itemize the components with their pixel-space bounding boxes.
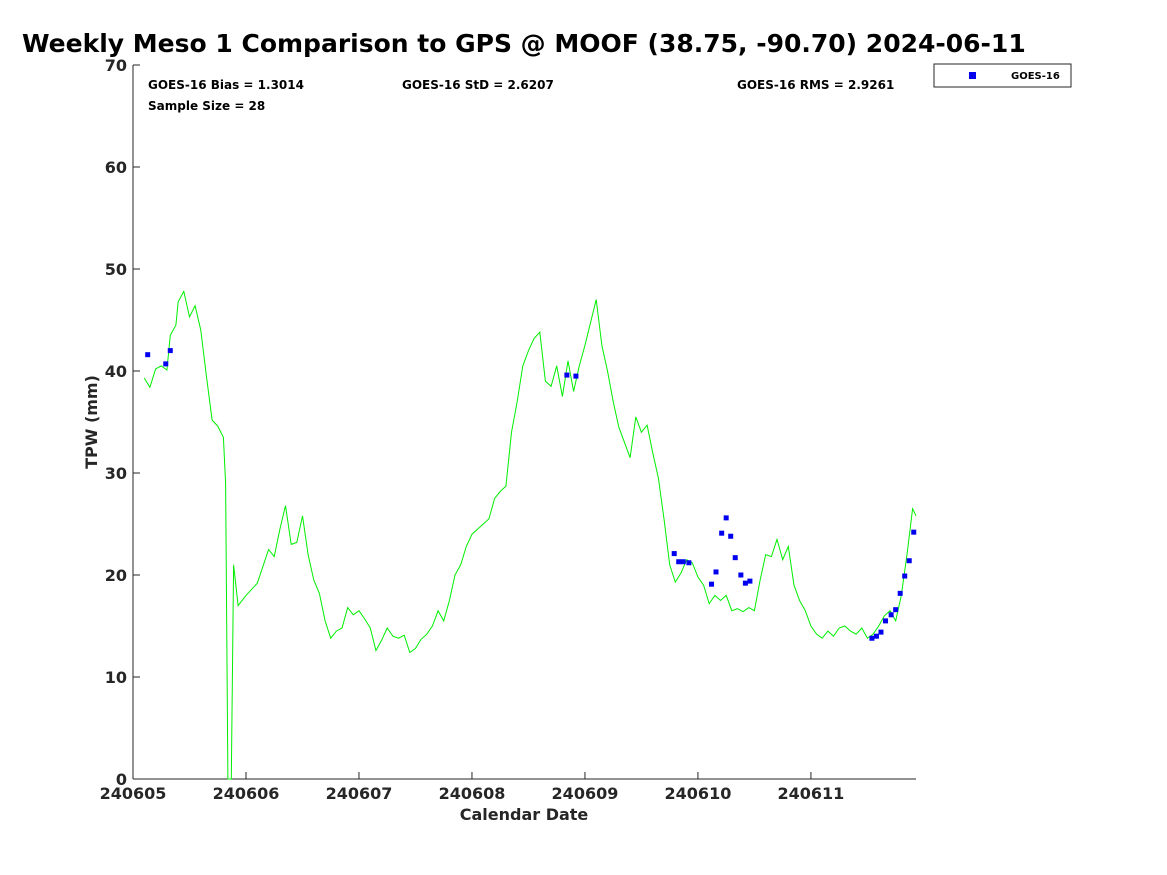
goes-16-point [167,348,173,354]
goes-16-series [145,348,917,641]
sample-size-annotation: Sample Size = 28 [148,99,265,113]
y-tick-label: 40 [105,362,127,381]
goes-16-point [708,581,714,587]
legend-box [933,63,1072,88]
bias-annotation: GOES-16 Bias = 1.3014 [148,78,304,92]
goes-16-point [713,569,719,575]
y-tick-label: 20 [105,566,127,585]
goes-16-point [897,590,903,596]
goes-16-point [893,607,899,613]
goes-16-point [686,560,692,566]
y-tick-label: 10 [105,668,127,687]
legend-marker [969,72,976,79]
x-tick-label: 240609 [552,784,619,803]
goes-16-point [873,633,879,639]
x-axis-ticks: 240605 240606 240607 240608 240609 240610 2406… [100,772,845,803]
goes-16-point [719,530,725,536]
y-tick-label: 70 [105,56,127,75]
goes-16-point [882,618,888,624]
goes-16-point [680,559,686,565]
goes-16-point [888,612,894,618]
y-axis-ticks: 0 10 20 30 40 50 60 70 [105,56,140,789]
y-tick-label: 0 [116,770,127,789]
goes-16-point [676,559,682,565]
x-tick-label: 240608 [439,784,506,803]
x-tick-label: 240611 [778,784,845,803]
goes-16-point [902,573,908,579]
legend: GOES-16 [933,63,1072,88]
rms-annotation: GOES-16 RMS = 2.9261 [737,78,894,92]
x-axis-label: Calendar Date [460,805,589,824]
goes-16-point [163,361,169,367]
std-annotation: GOES-16 StD = 2.6207 [402,78,554,92]
goes-16-point [911,529,917,535]
goes-16-point [869,635,875,641]
goes-16-point [732,555,738,561]
goes-16-point [573,373,579,379]
goes-16-point [564,372,570,378]
gps-tpw-line [143,289,917,780]
x-tick-label: 240606 [213,784,280,803]
x-tick-label: 240605 [100,784,167,803]
legend-label-goes-16: GOES-16 [1011,71,1060,82]
goes-16-point [878,629,884,635]
y-tick-label: 50 [105,260,127,279]
goes-16-point [728,533,734,539]
goes-16-point [671,551,677,557]
goes-16-point [742,580,748,586]
plot-area: 240605 240606 240607 240608 240609 240610 2406… [100,56,917,803]
x-tick-label: 240607 [326,784,393,803]
goes-16-point [738,572,744,578]
y-axis-label: TPW (mm) [82,375,101,469]
goes-16-point [723,515,729,521]
goes-16-point [145,352,151,358]
x-tick-label: 240610 [665,784,732,803]
goes-16-point [747,578,753,584]
chart-title: Weekly Meso 1 Comparison to GPS @ MOOF (… [22,29,1026,58]
gps-series [143,289,917,780]
goes-16-point [906,558,912,564]
y-tick-label: 60 [105,158,127,177]
y-tick-label: 30 [105,464,127,483]
